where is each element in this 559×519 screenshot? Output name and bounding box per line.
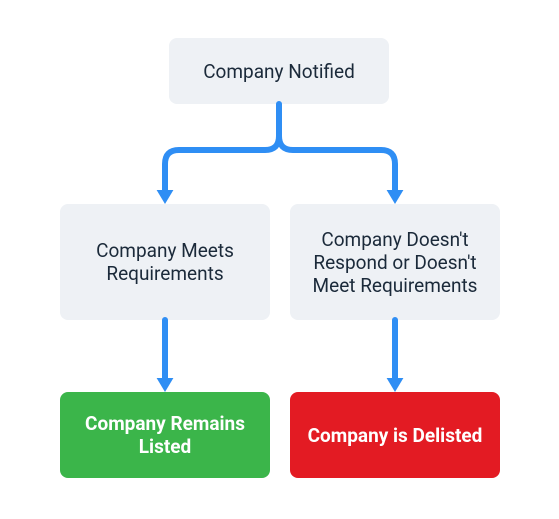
node-right-leaf-label: Company is Delisted: [308, 424, 483, 447]
node-left-mid: Company Meets Requirements: [60, 204, 270, 320]
node-left-leaf: Company Remains Listed: [60, 392, 270, 478]
node-left-leaf-label: Company Remains Listed: [76, 412, 254, 458]
node-right-mid-label: Company Doesn't Respond or Doesn't Meet …: [306, 228, 484, 297]
edge-left-down: [145, 320, 185, 394]
node-left-mid-label: Company Meets Requirements: [76, 239, 254, 285]
node-root: Company Notified: [169, 38, 389, 104]
node-root-label: Company Notified: [203, 60, 355, 83]
edge-right-down: [375, 320, 415, 394]
node-right-leaf: Company is Delisted: [290, 392, 500, 478]
edge-fork: [145, 104, 415, 206]
node-right-mid: Company Doesn't Respond or Doesn't Meet …: [290, 204, 500, 320]
